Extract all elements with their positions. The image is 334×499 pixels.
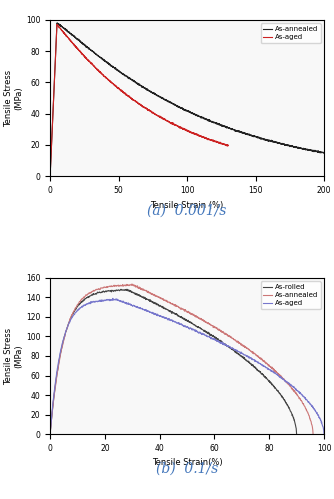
- As-annealed: [55, 20, 59, 26]
- X-axis label: Tensile Strain(%): Tensile Strain(%): [152, 459, 222, 468]
- Y-axis label: Tensile Stress
(MPa): Tensile Stress (MPa): [4, 327, 23, 385]
- As-rolled: [168, 308, 172, 314]
- As-aged: [265, 364, 269, 370]
- As-annealed: [90, 288, 94, 294]
- As-rolled: [248, 360, 252, 366]
- As-aged: [150, 109, 154, 115]
- As-rolled: [252, 364, 256, 370]
- As-rolled: [176, 312, 180, 318]
- Legend: As-rolled, As-annealed, As-aged: As-rolled, As-annealed, As-aged: [261, 281, 321, 309]
- Text: (a)  0.001/s: (a) 0.001/s: [147, 204, 227, 218]
- Text: (b)  0.1/s: (b) 0.1/s: [156, 462, 218, 476]
- As-annealed: [314, 148, 318, 154]
- As-annealed: [322, 150, 326, 156]
- Line: As-aged: As-aged: [50, 24, 228, 176]
- As-aged: [241, 351, 245, 357]
- As-aged: [52, 90, 56, 96]
- As-aged: [322, 431, 326, 437]
- As-annealed: [48, 173, 52, 179]
- As-aged: [82, 303, 86, 309]
- As-annealed: [264, 137, 268, 143]
- As-annealed: [262, 357, 266, 363]
- As-annealed: [177, 304, 181, 310]
- As-aged: [207, 137, 211, 143]
- As-rolled: [88, 293, 92, 299]
- As-annealed: [130, 281, 134, 287]
- As-aged: [48, 431, 52, 437]
- As-aged: [177, 320, 181, 326]
- As-annealed: [240, 342, 244, 348]
- As-aged: [55, 21, 59, 27]
- As-rolled: [48, 431, 52, 437]
- As-rolled: [228, 345, 232, 351]
- As-aged: [158, 115, 162, 121]
- X-axis label: Tensile Strain (%): Tensile Strain (%): [150, 201, 224, 210]
- As-aged: [48, 173, 52, 179]
- As-aged: [226, 142, 230, 148]
- As-annealed: [62, 26, 66, 32]
- As-annealed: [185, 309, 189, 315]
- Legend: As-annealed, As-aged: As-annealed, As-aged: [261, 23, 321, 43]
- Line: As-aged: As-aged: [50, 298, 324, 434]
- As-aged: [167, 317, 171, 323]
- As-rolled: [295, 431, 299, 437]
- As-annealed: [266, 361, 270, 367]
- As-annealed: [181, 106, 185, 112]
- Line: As-annealed: As-annealed: [50, 23, 324, 176]
- As-aged: [128, 94, 132, 100]
- Line: As-annealed: As-annealed: [50, 284, 313, 434]
- As-annealed: [174, 102, 178, 108]
- As-annealed: [311, 431, 315, 437]
- As-aged: [270, 368, 274, 374]
- As-annealed: [48, 431, 52, 437]
- Line: As-rolled: As-rolled: [50, 289, 297, 434]
- As-rolled: [125, 286, 129, 292]
- As-aged: [111, 295, 115, 301]
- As-annealed: [314, 149, 318, 155]
- As-aged: [49, 143, 53, 149]
- Y-axis label: Tensile Stress
(MPa): Tensile Stress (MPa): [4, 69, 23, 127]
